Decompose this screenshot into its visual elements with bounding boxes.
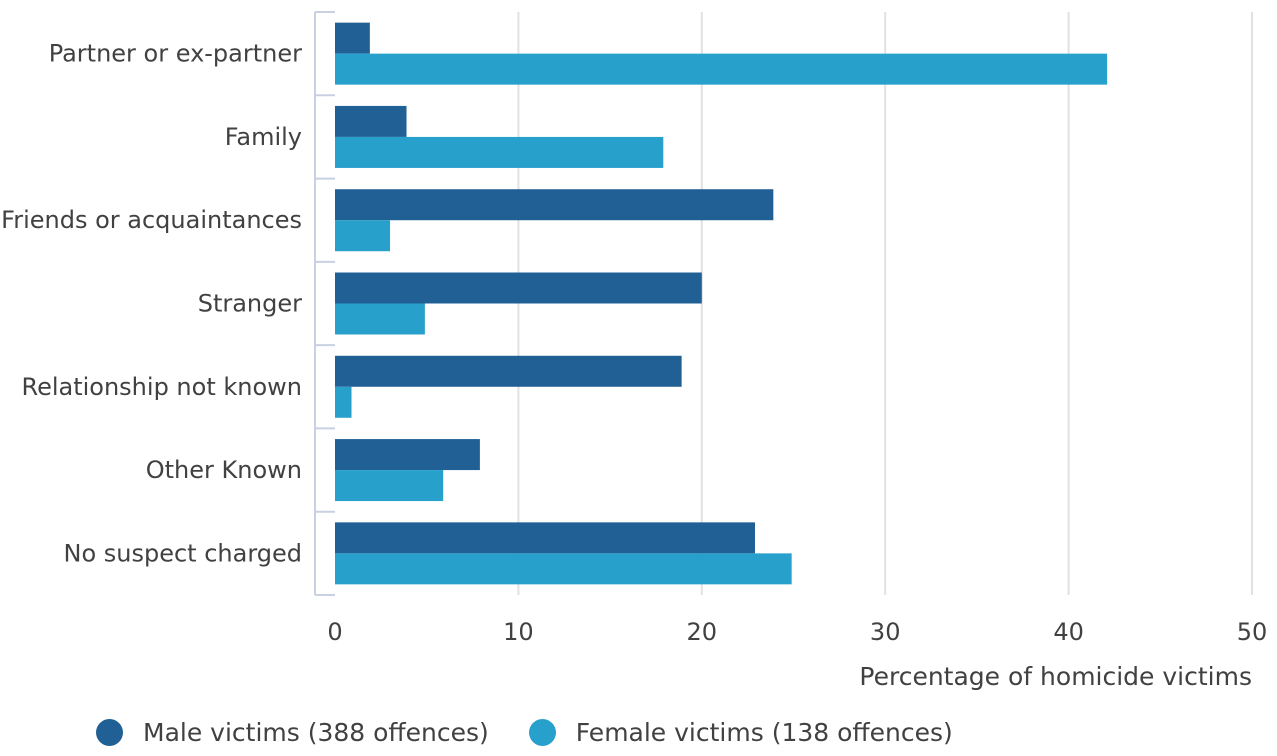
category-label: Family [225, 123, 302, 151]
x-tick-labels: 0 10 20 30 40 50 [327, 618, 1267, 646]
bar-female [335, 303, 425, 335]
bar-chart: Partner or ex-partner Family Friends or ac… [1, 11, 1267, 691]
legend-swatch-female [528, 719, 556, 746]
category-label: Other Known [146, 456, 302, 484]
category-label: Friends or acquaintances [1, 206, 302, 234]
y-axis [314, 11, 335, 596]
legend-label-female: Female victims (138 offences) [575, 718, 953, 747]
legend-swatch-male [96, 719, 123, 746]
legend-item-male: Male victims (388 offences) [96, 718, 489, 747]
bar-male [335, 439, 480, 471]
legend-label-male: Male victims (388 offences) [143, 718, 489, 747]
bar-male [335, 22, 370, 54]
bar-female [335, 470, 444, 502]
bar-female [335, 220, 391, 252]
bars [335, 22, 1108, 585]
bar-female [335, 136, 664, 168]
legend-item-female: Female victims (138 offences) [528, 718, 953, 747]
x-tick-label: 30 [870, 618, 901, 646]
category-label: Partner or ex-partner [49, 40, 302, 68]
bar-female [335, 386, 352, 418]
x-tick-label: 50 [1237, 618, 1268, 646]
legend: Male victims (388 offences) Female victi… [96, 718, 993, 747]
x-axis-title: Percentage of homicide victims [859, 662, 1252, 691]
x-tick-label: 0 [327, 618, 342, 646]
x-tick-label: 20 [687, 618, 718, 646]
bar-male [335, 355, 682, 387]
bar-female [335, 553, 792, 585]
bar-female [335, 53, 1108, 85]
category-label: No suspect charged [63, 539, 302, 567]
category-labels: Partner or ex-partner Family Friends or ac… [1, 40, 302, 568]
gridlines [517, 12, 1253, 595]
x-tick-label: 40 [1053, 618, 1084, 646]
bar-male [335, 189, 774, 221]
x-tick-label: 10 [503, 618, 534, 646]
bar-male [335, 522, 755, 554]
bar-male [335, 105, 407, 137]
category-label: Stranger [198, 290, 302, 318]
bar-male [335, 272, 702, 304]
category-label: Relationship not known [21, 373, 302, 401]
